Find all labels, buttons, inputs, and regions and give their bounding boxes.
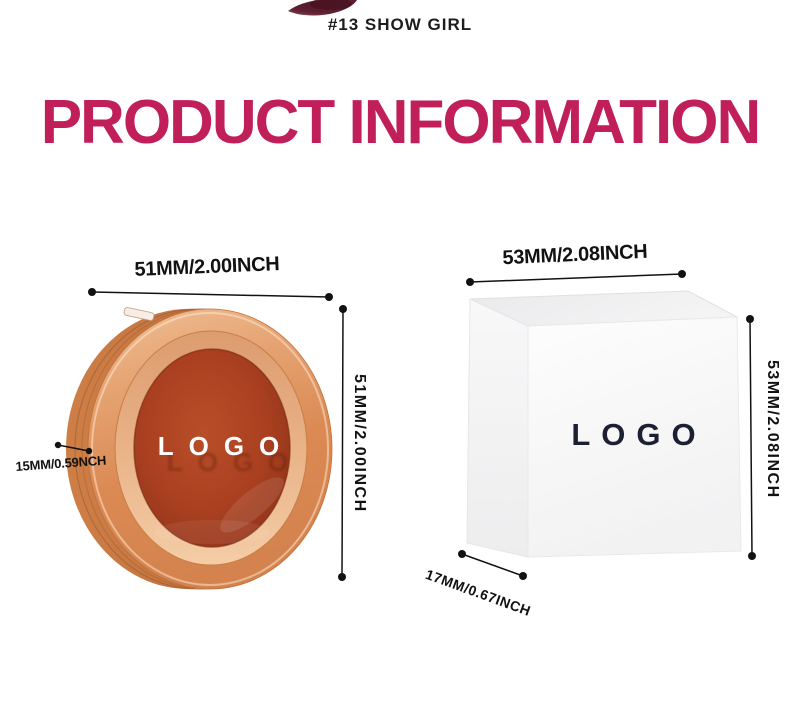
box-product-image xyxy=(466,290,742,558)
compact-depth-dimension-line xyxy=(54,441,93,455)
box-depth-dimension-line xyxy=(458,550,527,580)
compact-width-dimension-line xyxy=(88,288,333,301)
box-logo: LOGO xyxy=(571,417,707,452)
shade-swatch xyxy=(288,0,357,16)
box-height-dimension-line xyxy=(746,315,756,560)
box-height-dimension-label: 53MM/2.08INCH xyxy=(764,360,781,499)
compact-hinge xyxy=(123,307,155,321)
compact-height-dimension-line xyxy=(338,305,347,581)
shade-label: #13 SHOW GIRL xyxy=(327,15,473,34)
compact-height-dimension-label: 51MM/2.00INCH xyxy=(351,374,368,513)
page-title: PRODUCT INFORMATION xyxy=(40,88,762,157)
box-width-dimension-line xyxy=(466,270,686,286)
compact-logo: LOGO xyxy=(157,431,295,461)
compact-product-image xyxy=(66,307,333,590)
